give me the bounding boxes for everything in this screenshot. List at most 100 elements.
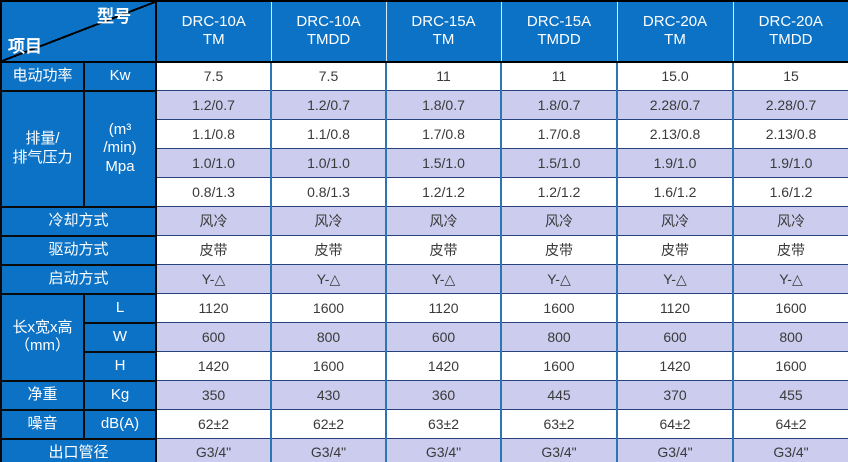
table-cell: 2.28/0.7 xyxy=(616,90,734,121)
table-cell: 风冷 xyxy=(616,206,734,237)
table-cell: G3/4" xyxy=(732,438,848,462)
corner-label-item: 项目 xyxy=(8,36,42,56)
table-cell: 62±2 xyxy=(270,409,387,440)
table-cell: G3/4" xyxy=(385,438,502,462)
table-cell: G3/4" xyxy=(616,438,734,462)
table-cell: 风冷 xyxy=(500,206,618,237)
table-cell: 1600 xyxy=(270,293,387,324)
table-row: 排量/ 排气压力 (m³ /min) Mpa 1.2/0.7 1.2/0.7 1.8/0… xyxy=(0,89,848,208)
table-cell: 800 xyxy=(732,322,848,353)
table-cell: 1.5/1.0 xyxy=(385,148,502,179)
table-cell: 1.9/1.0 xyxy=(616,148,734,179)
corner-cell: 型号 项目 xyxy=(0,0,157,63)
row-label: 驱动方式 xyxy=(0,234,157,266)
table-cell: Y-△ xyxy=(500,264,618,295)
table-cell: 1.2/1.2 xyxy=(500,177,618,208)
table-cell: G3/4" xyxy=(270,438,387,462)
table-cell: 11 xyxy=(385,61,502,92)
table-cell: 1120 xyxy=(385,293,502,324)
table-cell: 皮带 xyxy=(385,235,502,266)
row-unit: H xyxy=(83,350,157,382)
table-cell: 0.8/1.3 xyxy=(155,177,272,208)
table-cell: G3/4" xyxy=(500,438,618,462)
row-label: 噪音 xyxy=(0,408,85,440)
table-cell: 11 xyxy=(500,61,618,92)
column-header: DRC-15A TM xyxy=(385,1,501,63)
table-cell: 皮带 xyxy=(155,235,272,266)
row-label: 电动功率 xyxy=(0,60,85,92)
table-row: 长x宽x高 （mm） L 1120 1600 1120 1600 1120 1600 xyxy=(0,292,848,382)
table-cell: 风冷 xyxy=(732,206,848,237)
table-cell: 1120 xyxy=(155,293,272,324)
row-unit: Kg xyxy=(83,379,157,411)
table-cell: 风冷 xyxy=(385,206,502,237)
table-cell: 350 xyxy=(155,380,272,411)
row-unit: W xyxy=(83,321,157,353)
table-row: 1.1/0.8 1.1/0.8 1.7/0.8 1.7/0.8 2.13/0.8 2.13… xyxy=(1,119,848,150)
table-cell: Y-△ xyxy=(385,264,502,295)
table-cell: 62±2 xyxy=(155,409,272,440)
table-cell: 1.6/1.2 xyxy=(732,177,848,208)
row-label: 长x宽x高 （mm） xyxy=(0,292,85,382)
row-label: 出口管径 xyxy=(0,437,157,462)
table-cell: 风冷 xyxy=(270,206,387,237)
table-row: 净重 Kg 350 430 360 445 370 455 xyxy=(0,379,848,411)
table-cell: 1.0/1.0 xyxy=(155,148,272,179)
table-cell: 1.2/0.7 xyxy=(270,90,387,121)
header-row: 型号 项目 DRC-10A TM DRC-10A TMDD DRC-15A TM DR… xyxy=(0,0,848,63)
table-row: 0.8/1.3 0.8/1.3 1.2/1.2 1.2/1.2 1.6/1.2 1.6/1… xyxy=(1,177,848,208)
table-cell: 15 xyxy=(732,61,848,92)
table-cell: 1.1/0.8 xyxy=(155,119,272,150)
table-cell: 皮带 xyxy=(270,235,387,266)
table-cell: 1.9/1.0 xyxy=(732,148,848,179)
table-cell: 800 xyxy=(270,322,387,353)
column-header: DRC-15A TMDD xyxy=(500,1,617,63)
table-cell: 1.1/0.8 xyxy=(270,119,387,150)
table-cell: 1.7/0.8 xyxy=(385,119,502,150)
table-cell: 600 xyxy=(385,322,502,353)
table-cell: 皮带 xyxy=(732,235,848,266)
table-cell: 15.0 xyxy=(616,61,734,92)
table-row: 冷却方式 风冷 风冷 风冷 风冷 风冷 风冷 xyxy=(0,205,848,237)
table-cell: 1420 xyxy=(155,351,272,382)
table-cell: 455 xyxy=(732,380,848,411)
table-cell: 1420 xyxy=(385,351,502,382)
table-cell: 1600 xyxy=(270,351,387,382)
table-cell: 1.7/0.8 xyxy=(500,119,618,150)
table-row: 驱动方式 皮带 皮带 皮带 皮带 皮带 皮带 xyxy=(0,234,848,266)
table-cell: G3/4" xyxy=(155,438,272,462)
table-cell: 0.8/1.3 xyxy=(270,177,387,208)
table-cell: Y-△ xyxy=(270,264,387,295)
table-cell: 63±2 xyxy=(385,409,502,440)
table-cell: 63±2 xyxy=(500,409,618,440)
row-label: 净重 xyxy=(0,379,85,411)
table-cell: 64±2 xyxy=(616,409,734,440)
table-cell: 445 xyxy=(500,380,618,411)
table-cell: 7.5 xyxy=(270,61,387,92)
column-header: DRC-10A TM xyxy=(155,1,271,63)
table-body: 电动功率 Kw 7.5 7.5 11 11 15.0 15 排量/ 排气压力 (m³ /min) … xyxy=(0,60,848,462)
row-label: 启动方式 xyxy=(0,263,157,295)
table-row: 启动方式 Y-△ Y-△ Y-△ Y-△ Y-△ Y-△ xyxy=(0,263,848,295)
table-cell: 1600 xyxy=(500,351,618,382)
table-cell: 1600 xyxy=(732,293,848,324)
table-cell: 1.2/0.7 xyxy=(155,90,272,121)
table-cell: Y-△ xyxy=(616,264,734,295)
table-cell: 600 xyxy=(616,322,734,353)
table-cell: 1.2/1.2 xyxy=(385,177,502,208)
row-unit: Kw xyxy=(83,60,157,92)
table-cell: 800 xyxy=(500,322,618,353)
table-row: 1.0/1.0 1.0/1.0 1.5/1.0 1.5/1.0 1.9/1.0 1.9/1… xyxy=(1,148,848,179)
table-cell: 1.6/1.2 xyxy=(616,177,734,208)
table-cell: 1600 xyxy=(732,351,848,382)
table-cell: 64±2 xyxy=(732,409,848,440)
table-cell: 1.0/1.0 xyxy=(270,148,387,179)
row-unit: L xyxy=(83,292,157,324)
table-cell: 360 xyxy=(385,380,502,411)
table-cell: 1600 xyxy=(500,293,618,324)
table-cell: 1.5/1.0 xyxy=(500,148,618,179)
corner-label-model: 型号 xyxy=(97,7,131,26)
table-row: 出口管径 G3/4" G3/4" G3/4" G3/4" G3/4" G3/4" xyxy=(0,437,848,462)
column-header: DRC-10A TMDD xyxy=(270,1,386,63)
